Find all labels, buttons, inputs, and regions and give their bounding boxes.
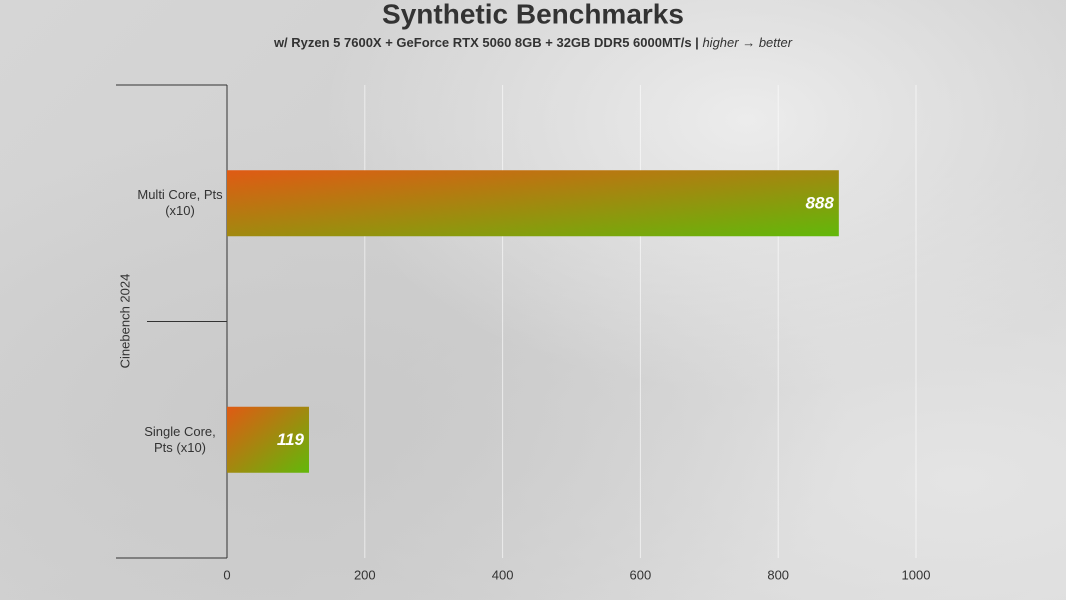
subtitle-note: higher → better xyxy=(702,35,792,50)
x-tick-label: 1000 xyxy=(902,567,931,582)
group-label: Cinebench 2024 xyxy=(117,274,132,369)
category-label: Single Core, Pts (x10) xyxy=(144,423,216,455)
bar xyxy=(227,170,839,237)
category-label: Multi Core, Pts (x10) xyxy=(137,187,223,219)
subtitle-main: w/ Ryzen 5 7600X + GeForce RTX 5060 8GB … xyxy=(273,35,699,50)
x-tick-label: 0 xyxy=(223,567,230,582)
x-tick-label: 800 xyxy=(767,567,789,582)
value-label: 119 xyxy=(277,430,305,449)
chart-title: Synthetic Benchmarks xyxy=(382,0,684,29)
value-label: 888 xyxy=(805,194,834,213)
x-tick-label: 400 xyxy=(492,567,514,582)
chart-subtitle: w/ Ryzen 5 7600X + GeForce RTX 5060 8GB … xyxy=(273,35,793,50)
x-tick-label: 600 xyxy=(630,567,652,582)
bar xyxy=(227,406,309,473)
x-tick-label: 200 xyxy=(354,567,376,582)
